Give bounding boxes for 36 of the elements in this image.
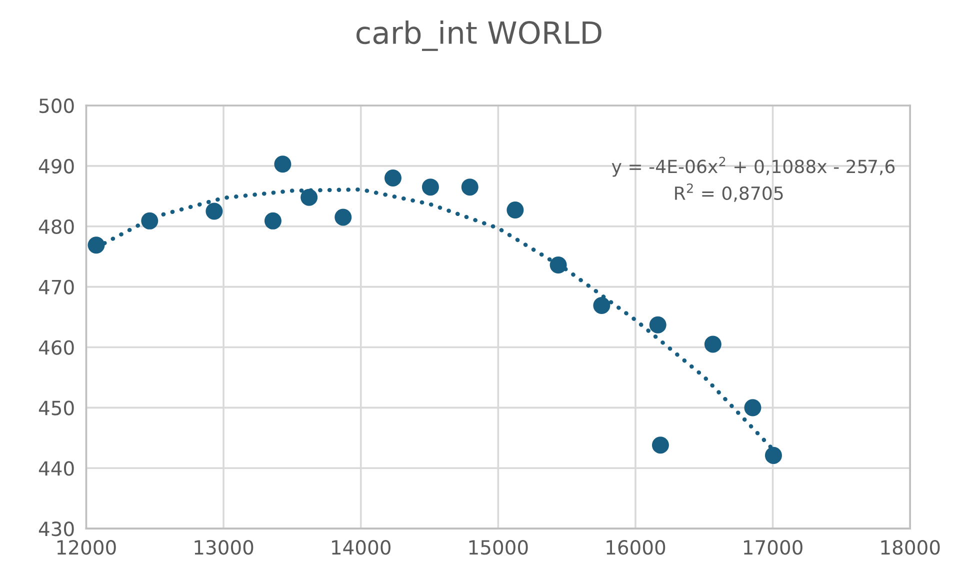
y-tick-label: 480	[38, 219, 74, 234]
x-tick-label: 16000	[606, 540, 666, 555]
point	[264, 212, 282, 230]
y-tick-label: 470	[38, 280, 74, 294]
point	[300, 188, 318, 206]
y-tick-label: 430	[38, 522, 74, 536]
y-tick-label: 440	[38, 461, 74, 476]
annotation: y = -4E-06x$^{2}$ + 0,1088x - 257,6	[612, 156, 895, 177]
point	[652, 436, 669, 454]
x-tick-label: 14000	[332, 540, 390, 555]
point	[506, 202, 524, 219]
point	[461, 178, 478, 196]
y-tick-label: 500	[39, 98, 74, 114]
point	[704, 336, 722, 353]
point	[764, 446, 782, 464]
point	[649, 316, 666, 334]
point	[550, 256, 567, 274]
y-tick-label: 450	[38, 400, 74, 416]
annotation: R$^{2}$ = 0,8705	[675, 183, 783, 202]
chart-title: carb_int WORLD	[356, 20, 602, 51]
point	[593, 297, 610, 314]
point	[334, 208, 352, 226]
x-tick-label: 15000	[469, 540, 528, 555]
x-tick-label: 17000	[744, 540, 802, 555]
y-tick-label: 490	[38, 158, 74, 174]
point	[141, 212, 158, 230]
y-tick-label: 460	[38, 340, 74, 355]
point	[384, 170, 402, 187]
x-tick-label: 13000	[194, 540, 254, 555]
point	[88, 236, 105, 254]
x-tick-label: 18000	[881, 540, 940, 555]
point	[206, 202, 223, 220]
point	[744, 399, 762, 416]
point	[422, 178, 439, 196]
x-tick-label: 12000	[57, 540, 116, 555]
point	[274, 156, 292, 173]
